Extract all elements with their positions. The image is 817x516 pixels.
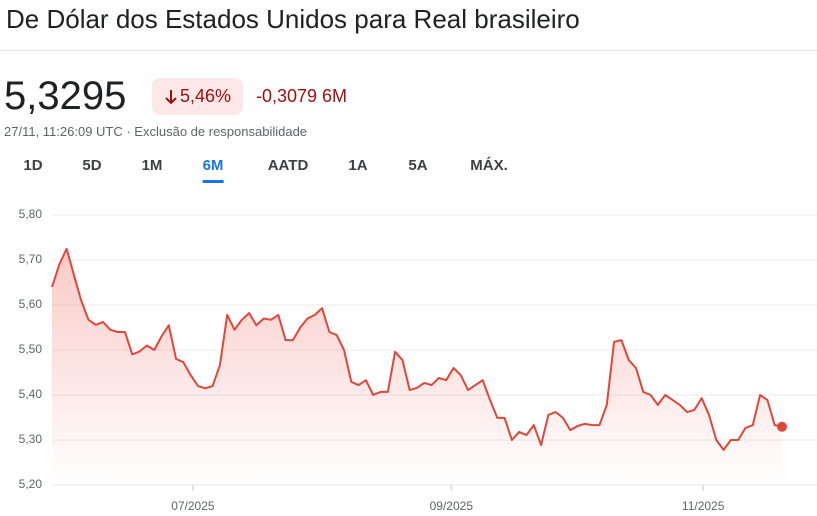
y-tick-label: 5,50 xyxy=(19,342,43,356)
last-point xyxy=(777,421,787,432)
y-tick-label: 5,40 xyxy=(19,387,43,401)
range-tab[interactable]: AATD xyxy=(267,157,309,174)
x-tick-label: 11/2025 xyxy=(682,499,725,513)
range-tab[interactable]: 1M xyxy=(141,157,163,174)
change-absolute: -0,3079 6M xyxy=(256,86,348,106)
range-tab[interactable]: MÁX. xyxy=(470,157,508,174)
line xyxy=(51,247,783,451)
x-tick-label: 09/2025 xyxy=(430,499,474,513)
y-tick-label: 5,30 xyxy=(19,432,43,446)
title: De Dólar dos Estados Unidos para Real br… xyxy=(6,4,580,34)
separator xyxy=(0,50,817,51)
y-tick-label: 5,70 xyxy=(19,252,43,266)
range-tab[interactable]: 1A xyxy=(348,157,368,174)
change-percent: 5,46% xyxy=(180,86,232,106)
y-tick-label: 5,60 xyxy=(19,297,43,311)
range-tab[interactable]: 5A xyxy=(408,157,428,174)
down-arrow xyxy=(165,90,177,105)
range-tab[interactable]: 1D xyxy=(23,157,43,174)
price: 5,3295 xyxy=(4,74,127,118)
range-tab[interactable]: 5D xyxy=(82,157,102,174)
timestamp: 27/11, 11:26:09 UTC · Exclusão de respon… xyxy=(4,124,308,139)
x-tick-label: 07/2025 xyxy=(171,499,215,513)
area xyxy=(52,248,782,485)
y-tick-label: 5,80 xyxy=(19,207,43,221)
chart: 5,20 5,30 5,40 5,50 5,60 5,70 5,80 07/2025 09/20… xyxy=(19,207,817,513)
range-tab[interactable]: 6M xyxy=(202,157,224,183)
change-badge xyxy=(152,78,243,115)
y-tick-label: 5,20 xyxy=(19,477,43,491)
